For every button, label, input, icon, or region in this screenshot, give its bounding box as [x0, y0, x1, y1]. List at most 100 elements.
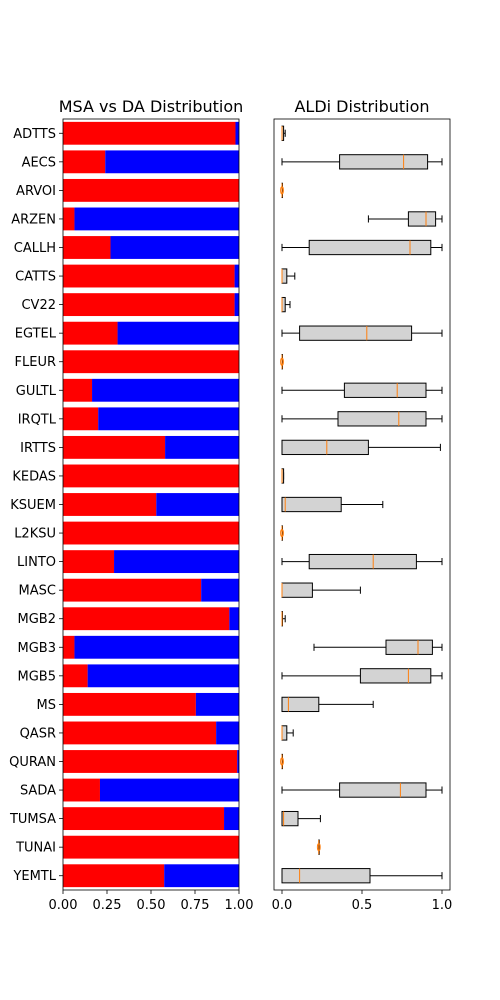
- da-bar-mgb2: [229, 607, 239, 631]
- box-irqtl: [337, 411, 427, 427]
- msa-bar-fleur: [63, 350, 239, 374]
- x-tick-label: 0.75: [181, 898, 210, 913]
- msa-bar-irqtl: [63, 407, 99, 431]
- da-bar-mgb3: [74, 635, 239, 659]
- category-label: MGB3: [18, 641, 56, 656]
- category-label: YEMTL: [12, 869, 56, 884]
- da-bar-masc: [201, 578, 239, 602]
- da-bar-arzen: [74, 207, 239, 231]
- x-tick-label: 1.00: [225, 898, 254, 913]
- box-sada: [339, 782, 427, 798]
- category-label: GULTL: [16, 384, 57, 399]
- category-label: TUMSA: [9, 812, 56, 827]
- da-bar-egtel: [117, 321, 239, 345]
- msa-bar-callh: [63, 236, 111, 259]
- box-arzen: [407, 211, 437, 227]
- category-label: CV22: [21, 298, 56, 313]
- msa-bar-adtts: [63, 121, 236, 145]
- msa-bar-irtts: [63, 435, 166, 459]
- da-bar-callh: [110, 236, 240, 259]
- da-bar-qasr: [216, 721, 239, 745]
- msa-bar-masc: [63, 578, 202, 602]
- msa-bar-linto: [63, 550, 115, 574]
- box-yemtl: [281, 868, 371, 884]
- category-label: IRTTS: [20, 441, 56, 456]
- left-chart-title: MSA vs DA Distribution: [59, 97, 244, 116]
- category-label: ARZEN: [11, 212, 56, 227]
- msa-bar-qasr: [63, 721, 217, 745]
- msa-bar-gultl: [63, 378, 93, 402]
- msa-bar-quran: [63, 750, 238, 773]
- da-bar-sada: [99, 778, 240, 802]
- msa-bar-mgb3: [63, 635, 75, 659]
- category-label: KSUEM: [10, 498, 56, 513]
- da-bar-ksuem: [156, 493, 239, 516]
- box-callh: [308, 239, 432, 256]
- msa-da-bar-chart: ADTTS AECS ARVOI ARZEN CALLH CATTS CV22 EGTEL FL…: [9, 118, 254, 913]
- da-bar-catts: [234, 264, 239, 288]
- category-label: QASR: [20, 726, 56, 741]
- flier-arvoi: [280, 186, 284, 195]
- category-label: ARVOI: [16, 184, 56, 199]
- box-ms: [281, 696, 320, 713]
- da-bar-quran: [237, 750, 239, 773]
- flier-l2ksu: [280, 528, 284, 538]
- box-mgb3: [385, 639, 433, 655]
- box-ksuem: [281, 496, 342, 513]
- x-tick-label: 0.5: [352, 898, 373, 913]
- right-chart-title: ALDi Distribution: [294, 97, 429, 116]
- msa-bar-catts: [63, 264, 235, 288]
- msa-bar-sada: [63, 778, 100, 802]
- box-masc: [281, 582, 313, 598]
- msa-bar-ksuem: [63, 493, 157, 516]
- msa-bar-tumsa: [63, 807, 225, 831]
- box-irtts: [281, 439, 369, 456]
- category-label: MASC: [19, 584, 56, 599]
- msa-bar-arzen: [63, 207, 75, 231]
- box-qasr: [281, 725, 288, 741]
- msa-bar-cv22: [63, 293, 235, 317]
- category-label: ADTTS: [13, 127, 56, 142]
- category-label: EGTEL: [15, 327, 57, 342]
- category-label: QURAN: [9, 755, 56, 770]
- category-label: L2KSU: [14, 527, 56, 542]
- category-label: AECS: [22, 155, 56, 170]
- da-bar-ms: [195, 692, 239, 716]
- aldi-box-plot: 0.0 0.5 1.0: [272, 118, 452, 913]
- box-tumsa: [281, 810, 299, 827]
- category-label: SADA: [20, 784, 56, 799]
- msa-bar-arvoi: [63, 178, 239, 202]
- da-bar-linto: [114, 550, 239, 574]
- category-label: CALLH: [14, 241, 56, 256]
- category-label: FLEUR: [15, 355, 56, 370]
- box-gultl: [343, 382, 427, 398]
- msa-bar-mgb5: [63, 664, 88, 688]
- flier-fleur: [280, 357, 284, 366]
- msa-bar-ms: [63, 692, 196, 716]
- category-label: MGB2: [18, 612, 56, 627]
- msa-bar-kedas: [63, 464, 239, 488]
- box-linto: [308, 553, 417, 570]
- da-bar-cv22: [234, 293, 239, 317]
- box-egtel: [299, 325, 413, 341]
- x-tick-label: 0.50: [137, 898, 166, 913]
- category-label: LINTO: [17, 555, 56, 570]
- da-bar-gultl: [92, 378, 239, 402]
- da-bar-irtts: [165, 435, 239, 459]
- flier-quran: [280, 757, 284, 766]
- flier-tunai: [316, 843, 321, 852]
- category-label: MS: [37, 698, 56, 713]
- msa-bar-mgb2: [63, 607, 230, 631]
- msa-bar-aecs: [63, 150, 106, 174]
- x-tick-label: 0.25: [93, 898, 122, 913]
- x-tick-label: 0.00: [49, 898, 78, 913]
- category-label: MGB5: [18, 669, 56, 684]
- msa-bar-tunai: [63, 835, 239, 859]
- msa-bar-yemtl: [63, 864, 165, 888]
- da-bar-irqtl: [98, 407, 239, 431]
- msa-bar-egtel: [63, 321, 118, 345]
- box-catts: [281, 268, 288, 284]
- msa-bar-l2ksu: [63, 521, 239, 545]
- category-label: IRQTL: [18, 412, 57, 427]
- box-mgb5: [359, 668, 432, 684]
